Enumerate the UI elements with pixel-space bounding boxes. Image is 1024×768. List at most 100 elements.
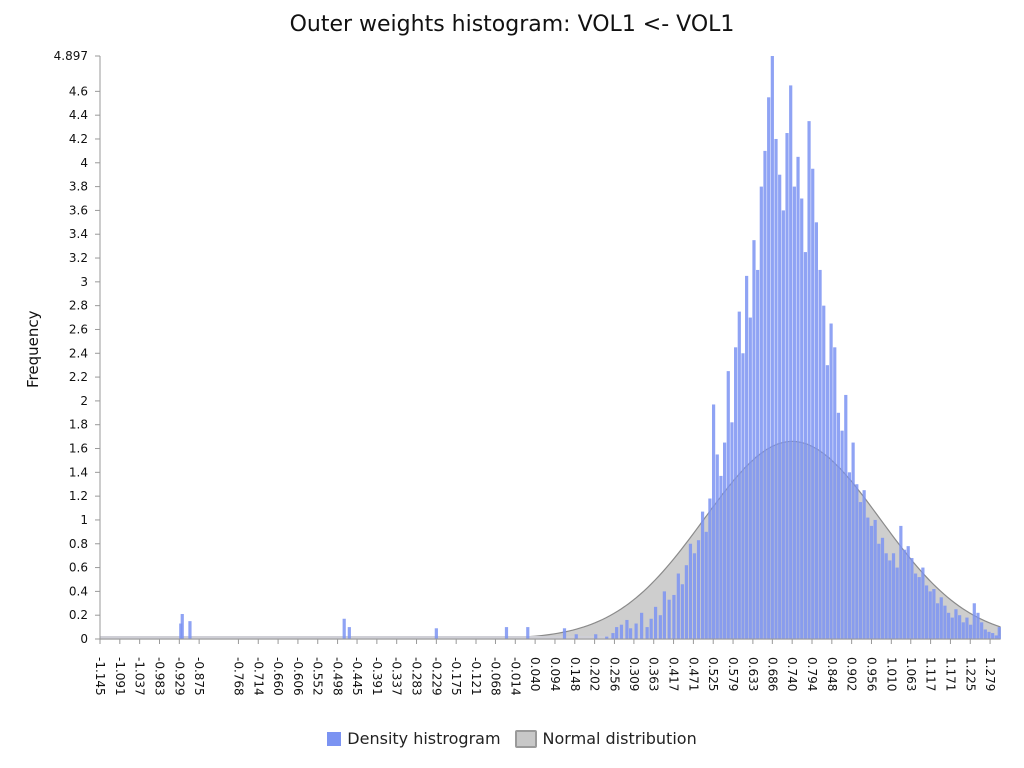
x-tick-label: -1.145 xyxy=(93,657,107,696)
histogram-bar xyxy=(658,615,662,639)
histogram-bar xyxy=(792,186,796,639)
histogram-bar xyxy=(822,305,826,639)
histogram-bar xyxy=(833,347,837,639)
x-tick-label: -1.091 xyxy=(113,657,127,696)
histogram-bar xyxy=(913,573,918,639)
histogram-bar xyxy=(708,498,712,639)
legend-item-normal[interactable]: Normal distribution xyxy=(514,729,697,748)
y-tick-label: 4.897 xyxy=(54,49,88,63)
histogram-bar xyxy=(976,612,980,639)
x-tick-label: 0.094 xyxy=(548,657,562,691)
histogram-bar xyxy=(994,635,998,639)
histogram-bar xyxy=(680,584,684,639)
x-tick-label: -0.983 xyxy=(152,657,166,696)
histogram-bar xyxy=(880,537,885,639)
x-tick-label: 0.579 xyxy=(726,657,740,691)
histogram-bar xyxy=(700,511,705,639)
legend-item-histogram[interactable]: Density histrogram xyxy=(327,729,501,748)
y-tick-label: 0 xyxy=(80,632,88,646)
histogram-bar xyxy=(888,560,892,639)
histogram-bar xyxy=(745,275,749,639)
histogram-bar xyxy=(778,174,782,639)
x-tick-label: -0.498 xyxy=(331,657,345,696)
histogram-bar xyxy=(935,603,940,639)
histogram-bar xyxy=(737,311,741,639)
y-tick-label: 3.6 xyxy=(69,203,88,217)
histogram-bar xyxy=(884,553,888,639)
legend-label-histogram: Density histrogram xyxy=(347,729,501,748)
histogram-bar xyxy=(662,591,666,639)
x-tick-label: 1.171 xyxy=(943,657,957,691)
y-tick-label: 0.8 xyxy=(69,537,88,551)
histogram-bar xyxy=(840,430,844,639)
y-tick-label: 4.2 xyxy=(69,132,88,146)
histogram-bar xyxy=(770,56,774,639)
histogram-bar xyxy=(866,517,870,639)
y-tick-label: 2.4 xyxy=(69,346,88,360)
y-tick-label: 3 xyxy=(80,275,88,289)
histogram-bar xyxy=(847,472,852,639)
x-tick-label: -0.229 xyxy=(429,657,443,696)
x-tick-label: -0.068 xyxy=(488,657,502,696)
histogram-bar xyxy=(615,627,619,639)
x-tick-label: 0.148 xyxy=(568,657,582,691)
histogram-bar xyxy=(917,577,921,639)
x-tick-label: 0.363 xyxy=(647,657,661,691)
x-tick-label: -0.014 xyxy=(508,657,522,696)
chart-title: Outer weights histogram: VOL1 <- VOL1 xyxy=(289,12,735,37)
histogram-bar xyxy=(818,269,822,639)
histogram-bar xyxy=(836,412,841,639)
y-tick-label: 2.2 xyxy=(69,370,88,384)
legend-label-normal: Normal distribution xyxy=(542,729,697,748)
histogram-bar xyxy=(781,210,785,639)
histogram-bar xyxy=(829,323,833,639)
histogram-bar xyxy=(188,621,192,639)
histogram-bar xyxy=(719,475,723,639)
histogram-bar xyxy=(688,543,693,639)
histogram-bar xyxy=(877,543,881,639)
normal-swatch-icon xyxy=(514,729,537,748)
x-tick-label: 0.471 xyxy=(686,657,700,691)
y-tick-label: 3.8 xyxy=(69,180,88,194)
histogram-bar xyxy=(910,558,914,639)
histogram-bar xyxy=(958,615,962,639)
histogram-bar xyxy=(928,591,932,639)
y-tick-label: 1.4 xyxy=(69,465,88,479)
x-tick-label: 1.063 xyxy=(904,657,918,691)
baseline-strip xyxy=(100,636,1000,639)
histogram-bar xyxy=(858,502,863,639)
histogram-bar xyxy=(594,634,598,639)
y-tick-label: 2.6 xyxy=(69,322,88,336)
histogram-bar xyxy=(954,609,958,639)
x-tick-label: 0.686 xyxy=(765,657,779,691)
histogram-bar xyxy=(862,490,866,639)
histogram-bar xyxy=(899,525,903,639)
histogram-bar xyxy=(640,612,644,639)
histogram-bar xyxy=(741,353,745,639)
histogram-bar xyxy=(734,347,738,639)
histogram-bar xyxy=(891,553,896,639)
histogram-bar xyxy=(902,549,907,639)
histogram-bar xyxy=(969,624,973,639)
x-tick-label: -0.875 xyxy=(192,657,206,696)
x-tick-label: 0.525 xyxy=(706,657,720,691)
histogram-bar xyxy=(807,121,811,640)
histogram-bar xyxy=(759,186,763,639)
y-tick-label: 0.6 xyxy=(69,561,88,575)
histogram-bar xyxy=(800,198,804,639)
histogram-bar xyxy=(789,85,793,639)
histogram-bar xyxy=(715,454,719,639)
x-tick-label: 0.794 xyxy=(805,657,819,691)
histogram-bar xyxy=(180,614,184,639)
y-tick-label: 2 xyxy=(80,394,88,408)
x-tick-label: -0.445 xyxy=(350,657,364,696)
histogram-bar xyxy=(629,628,633,639)
histogram-bar xyxy=(855,484,859,639)
histogram-bar xyxy=(574,634,578,639)
x-tick-label: 0.040 xyxy=(528,657,542,691)
x-tick-label: 0.256 xyxy=(607,657,621,691)
histogram-bar xyxy=(774,138,778,640)
histogram-bar xyxy=(983,629,987,639)
y-tick-label: 0.2 xyxy=(69,608,88,622)
x-tick-label: -0.337 xyxy=(390,657,404,696)
